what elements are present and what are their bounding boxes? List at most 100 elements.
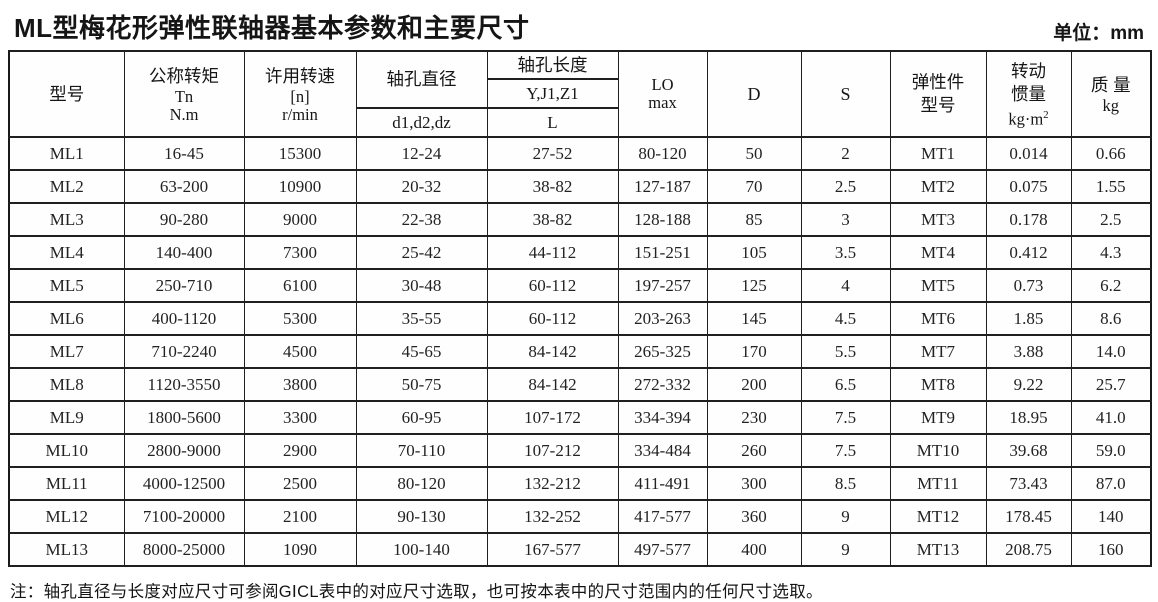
col-header-inertia: 转动 惯量 kg·m2 xyxy=(985,50,1072,138)
table-cell: 4500 xyxy=(243,334,357,369)
col-header-bore-length: 轴孔长度 xyxy=(486,50,619,80)
table-cell: 360 xyxy=(706,499,802,534)
table-cell: 3 xyxy=(800,202,891,237)
table-cell: MT13 xyxy=(889,532,987,567)
table-cell: 140-400 xyxy=(123,235,245,270)
table-cell: 59.0 xyxy=(1070,433,1152,468)
table-cell: 1800-5600 xyxy=(123,400,245,435)
table-cell: 128-188 xyxy=(617,202,708,237)
table-cell: 400-1120 xyxy=(123,301,245,336)
col-header-d: D xyxy=(706,50,802,138)
table-cell: ML8 xyxy=(8,367,125,402)
table-cell: 145 xyxy=(706,301,802,336)
table-cell: 60-112 xyxy=(486,268,619,303)
table-cell: MT10 xyxy=(889,433,987,468)
table-cell: 127-187 xyxy=(617,169,708,204)
table-cell: 25.7 xyxy=(1070,367,1152,402)
table-row: ML7 710-2240 4500 45-65 84-142 265-325 170 5.5 M… xyxy=(8,334,1152,369)
table-cell: 230 xyxy=(706,400,802,435)
table-cell: 1090 xyxy=(243,532,357,567)
table-cell: 0.66 xyxy=(1070,136,1152,171)
table-cell: 70-110 xyxy=(355,433,488,468)
table-cell: 265-325 xyxy=(617,334,708,369)
table-cell: MT9 xyxy=(889,400,987,435)
col-header-bore-length-types: Y,J1,Z1 xyxy=(486,78,619,109)
table-cell: 250-710 xyxy=(123,268,245,303)
table-row: ML12 7100-20000 2100 90-130 132-252 417-577 36… xyxy=(8,499,1152,534)
table-cell: 44-112 xyxy=(486,235,619,270)
table-cell: 70 xyxy=(706,169,802,204)
col-header-lo-max: LO max xyxy=(617,50,708,138)
table-cell: MT1 xyxy=(889,136,987,171)
table-cell: 170 xyxy=(706,334,802,369)
table-cell: 334-394 xyxy=(617,400,708,435)
table-cell: 0.412 xyxy=(985,235,1072,270)
table-cell: 84-142 xyxy=(486,367,619,402)
col-header-bore-length-symbol: L xyxy=(486,107,619,138)
table-cell: 73.43 xyxy=(985,466,1072,501)
table-row: ML6 400-1120 5300 35-55 60-112 203-263 145 4.5 M… xyxy=(8,301,1152,336)
table-cell: 60-95 xyxy=(355,400,488,435)
table-cell: 60-112 xyxy=(486,301,619,336)
table-cell: 6.2 xyxy=(1070,268,1152,303)
table-cell: 35-55 xyxy=(355,301,488,336)
col-header-speed: 许用转速 [n] r/min xyxy=(243,50,357,138)
table-cell: 50 xyxy=(706,136,802,171)
table-body: ML1 16-45 15300 12-24 27-52 80-120 50 2 MT1 0.014… xyxy=(8,136,1152,567)
table-cell: ML3 xyxy=(8,202,125,237)
table-cell: 7.5 xyxy=(800,433,891,468)
col-header-mass: 质 量 kg xyxy=(1070,50,1152,138)
table-cell: 4000-12500 xyxy=(123,466,245,501)
col-header-elastic-element: 弹性件 型号 xyxy=(889,50,987,138)
table-cell: 9.22 xyxy=(985,367,1072,402)
table-cell: 50-75 xyxy=(355,367,488,402)
table-row: ML1 16-45 15300 12-24 27-52 80-120 50 2 MT1 0.014… xyxy=(8,136,1152,171)
table-cell: 7300 xyxy=(243,235,357,270)
table-cell: MT12 xyxy=(889,499,987,534)
table-cell: ML5 xyxy=(8,268,125,303)
table-cell: 20-32 xyxy=(355,169,488,204)
table-row: ML2 63-200 10900 20-32 38-82 127-187 70 2.5 MT2 0… xyxy=(8,169,1152,204)
table-cell: MT8 xyxy=(889,367,987,402)
title-bar: ML型梅花形弹性联轴器基本参数和主要尺寸 单位：mm xyxy=(8,4,1150,50)
table-cell: 0.014 xyxy=(985,136,1072,171)
table-cell: 178.45 xyxy=(985,499,1072,534)
table-cell: 107-172 xyxy=(486,400,619,435)
table-cell: 30-48 xyxy=(355,268,488,303)
table-cell: 208.75 xyxy=(985,532,1072,567)
page-title: ML型梅花形弹性联轴器基本参数和主要尺寸 xyxy=(14,13,530,43)
table-cell: 22-38 xyxy=(355,202,488,237)
table-cell: 18.95 xyxy=(985,400,1072,435)
table-row: ML3 90-280 9000 22-38 38-82 128-188 85 3 MT3 0.17… xyxy=(8,202,1152,237)
table-cell: 45-65 xyxy=(355,334,488,369)
table-cell: ML6 xyxy=(8,301,125,336)
table-cell: 272-332 xyxy=(617,367,708,402)
table-cell: 9 xyxy=(800,499,891,534)
table-cell: 7.5 xyxy=(800,400,891,435)
table-cell: 90-130 xyxy=(355,499,488,534)
table-cell: 6100 xyxy=(243,268,357,303)
table-cell: 4.5 xyxy=(800,301,891,336)
coupling-spec-table: 型号 公称转矩 Tn N.m 许用转速 [n] r/min xyxy=(8,50,1152,567)
table-cell: 2900 xyxy=(243,433,357,468)
table-cell: ML4 xyxy=(8,235,125,270)
table-cell: 200 xyxy=(706,367,802,402)
table-cell: 14.0 xyxy=(1070,334,1152,369)
table-cell: 80-120 xyxy=(617,136,708,171)
table-row: ML9 1800-5600 3300 60-95 107-172 334-394 230 7.… xyxy=(8,400,1152,435)
table-cell: 197-257 xyxy=(617,268,708,303)
table-cell: 8.5 xyxy=(800,466,891,501)
table-cell: MT11 xyxy=(889,466,987,501)
table-cell: 41.0 xyxy=(1070,400,1152,435)
table-cell: ML9 xyxy=(8,400,125,435)
table-cell: 1120-3550 xyxy=(123,367,245,402)
table-cell: 3800 xyxy=(243,367,357,402)
table-cell: 84-142 xyxy=(486,334,619,369)
table-row: ML5 250-710 6100 30-48 60-112 197-257 125 4 MT5 0… xyxy=(8,268,1152,303)
table-cell: ML12 xyxy=(8,499,125,534)
table-cell: 1.85 xyxy=(985,301,1072,336)
table-row: ML4 140-400 7300 25-42 44-112 151-251 105 3.5 MT… xyxy=(8,235,1152,270)
table-cell: 3.5 xyxy=(800,235,891,270)
table-cell: 90-280 xyxy=(123,202,245,237)
table-cell: 107-212 xyxy=(486,433,619,468)
